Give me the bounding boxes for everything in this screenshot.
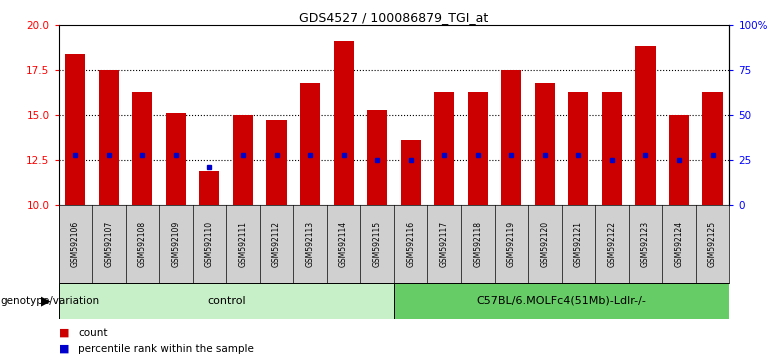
Bar [703, 92, 722, 205]
Bar [300, 82, 320, 205]
Text: genotype/variation: genotype/variation [1, 296, 100, 306]
Bar [233, 115, 253, 205]
Text: GSM592120: GSM592120 [541, 221, 549, 267]
Text: GSM592109: GSM592109 [172, 221, 180, 267]
Text: ■: ■ [58, 328, 69, 338]
Text: GSM592106: GSM592106 [71, 221, 80, 267]
Bar [535, 82, 555, 205]
Bar [602, 92, 622, 205]
Text: GSM592124: GSM592124 [675, 221, 683, 267]
Bar [58, 283, 394, 319]
Bar [133, 92, 152, 205]
Text: GSM592117: GSM592117 [440, 221, 448, 267]
Text: GSM592122: GSM592122 [608, 221, 616, 267]
Bar [394, 283, 729, 319]
Text: GSM592110: GSM592110 [205, 221, 214, 267]
Bar [66, 54, 85, 205]
Bar [99, 70, 119, 205]
Text: GSM592108: GSM592108 [138, 221, 147, 267]
Bar [434, 92, 454, 205]
Text: GSM592107: GSM592107 [105, 221, 113, 267]
Text: GSM592118: GSM592118 [473, 221, 482, 267]
Text: GSM592121: GSM592121 [574, 221, 583, 267]
Text: GSM592111: GSM592111 [239, 221, 247, 267]
Text: GSM592123: GSM592123 [641, 221, 650, 267]
Text: C57BL/6.MOLFc4(51Mb)-Ldlr-/-: C57BL/6.MOLFc4(51Mb)-Ldlr-/- [477, 296, 647, 306]
Bar [367, 110, 387, 205]
Text: GSM592125: GSM592125 [708, 221, 717, 267]
Text: percentile rank within the sample: percentile rank within the sample [78, 344, 254, 354]
Bar [334, 41, 353, 205]
Text: ▶: ▶ [41, 295, 51, 307]
Text: GSM592116: GSM592116 [406, 221, 415, 267]
Text: GSM592114: GSM592114 [339, 221, 348, 267]
Bar [569, 92, 588, 205]
Text: GSM592112: GSM592112 [272, 221, 281, 267]
Bar [636, 46, 655, 205]
Bar [267, 120, 286, 205]
Bar [401, 140, 420, 205]
Bar [468, 92, 488, 205]
Bar [200, 171, 219, 205]
Text: GSM592113: GSM592113 [306, 221, 314, 267]
Bar [502, 70, 521, 205]
Title: GDS4527 / 100086879_TGI_at: GDS4527 / 100086879_TGI_at [300, 11, 488, 24]
Bar [166, 113, 186, 205]
Text: ■: ■ [58, 344, 69, 354]
Bar [669, 115, 689, 205]
Text: count: count [78, 328, 108, 338]
Text: control: control [207, 296, 246, 306]
Text: GSM592115: GSM592115 [373, 221, 381, 267]
Text: GSM592119: GSM592119 [507, 221, 516, 267]
